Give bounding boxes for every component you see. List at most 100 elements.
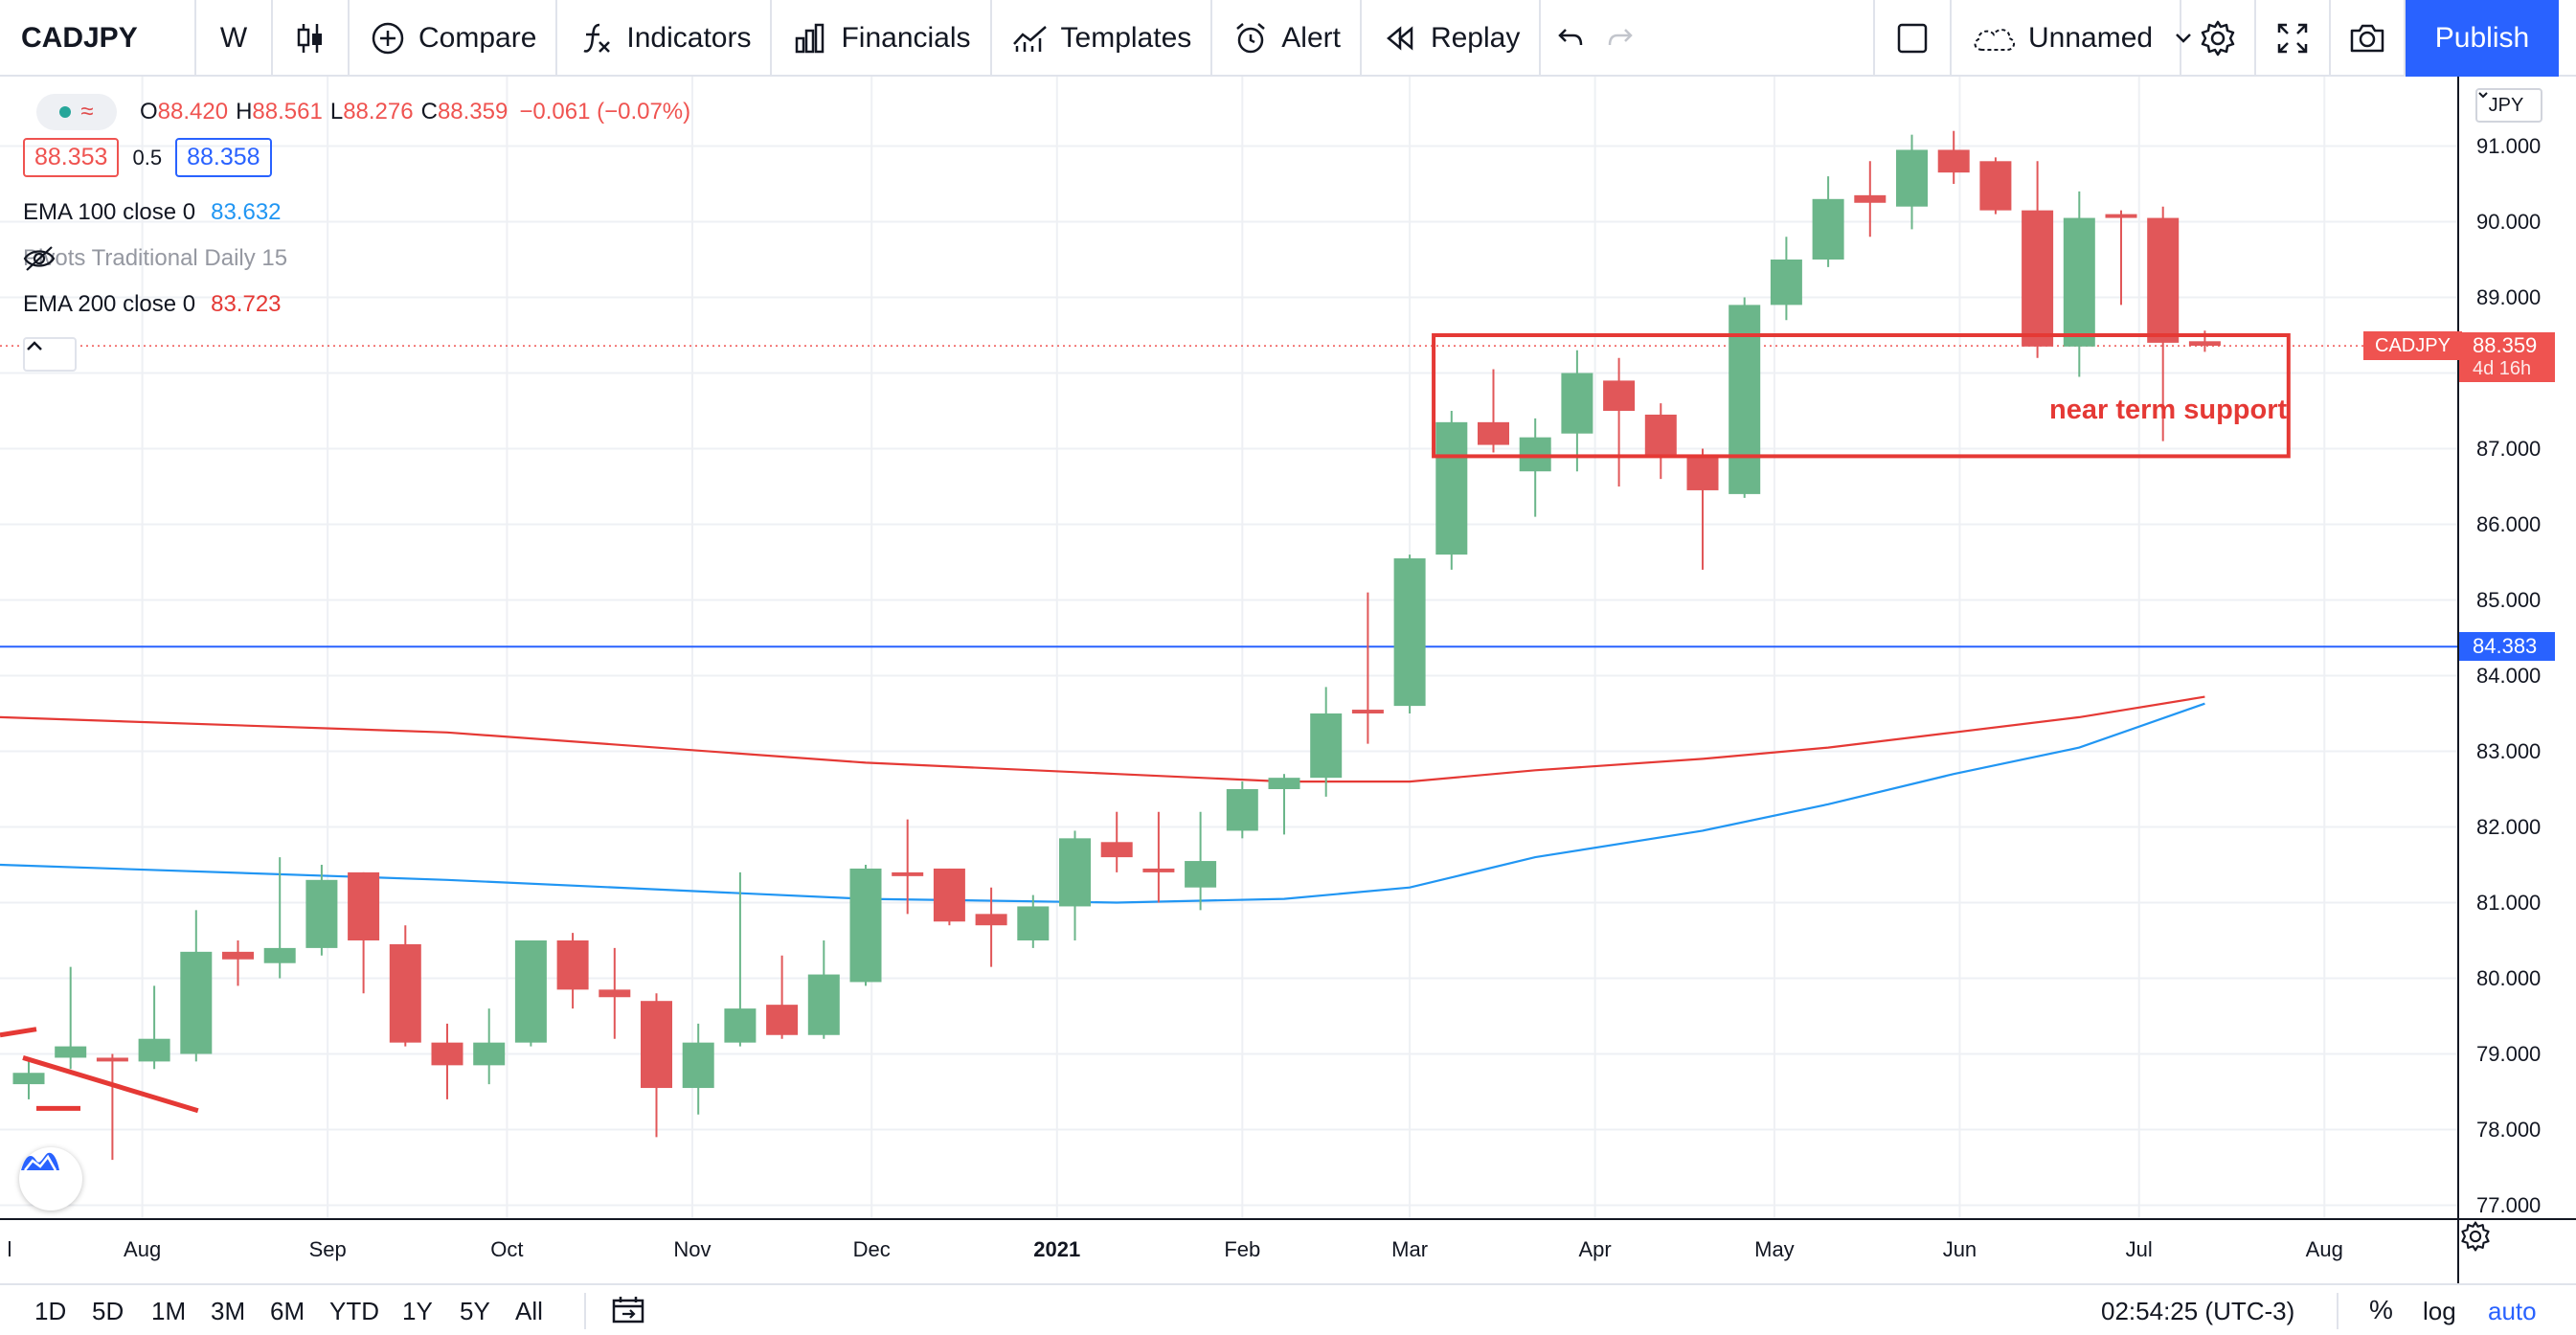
trend-line[interactable]: [0, 1027, 199, 1114]
indicator-ema-200[interactable]: EMA 200 close 0 83.723: [23, 291, 282, 318]
candle[interactable]: [263, 857, 296, 979]
publish-button[interactable]: Publish: [2406, 0, 2559, 77]
candle[interactable]: [2147, 206, 2180, 441]
indicator-ema-100[interactable]: EMA 100 close 0 83.632: [23, 199, 282, 226]
candle[interactable]: [682, 1023, 714, 1115]
alert-button[interactable]: Alert: [1212, 0, 1362, 77]
templates-button[interactable]: Templates: [992, 0, 1213, 77]
range-1m-button[interactable]: 1M: [151, 1297, 187, 1325]
candle[interactable]: [1979, 157, 2012, 215]
date-range-icon[interactable]: [611, 1295, 645, 1330]
financials-button[interactable]: Financials: [772, 0, 992, 77]
candle[interactable]: [180, 910, 213, 1062]
sell-button[interactable]: 88.353: [23, 138, 120, 177]
candle[interactable]: [766, 955, 799, 1039]
candle[interactable]: [222, 940, 254, 986]
candle[interactable]: [55, 966, 87, 1070]
candle[interactable]: [1770, 237, 1802, 321]
candle[interactable]: [2022, 161, 2054, 358]
undo-icon[interactable]: [1556, 24, 1585, 53]
candle[interactable]: [1059, 830, 1091, 940]
candle[interactable]: [1644, 403, 1677, 480]
candle[interactable]: [138, 985, 170, 1070]
series-visibility-pill[interactable]: ≈: [36, 94, 117, 130]
candle[interactable]: [1603, 357, 1636, 486]
candle[interactable]: [1226, 781, 1258, 839]
time-axis[interactable]: l Aug Sep Oct Nov Dec 2021 Feb Mar Apr May Jun Jul Au…: [0, 1218, 2457, 1283]
candle[interactable]: [556, 933, 589, 1009]
annotation-text[interactable]: near term support: [2049, 395, 2288, 425]
candles[interactable]: [12, 130, 2221, 1161]
indicators-button[interactable]: Indicators: [557, 0, 773, 77]
candle[interactable]: [1185, 811, 1217, 911]
candle[interactable]: [12, 1061, 45, 1099]
range-5d-button[interactable]: 5D: [92, 1297, 124, 1325]
log-scale-button[interactable]: log: [2423, 1297, 2456, 1325]
candle[interactable]: [1854, 161, 1887, 238]
interval-button[interactable]: W: [196, 0, 273, 77]
range-ytd-button[interactable]: YTD: [329, 1297, 379, 1325]
candle[interactable]: [1896, 134, 1928, 230]
chart-area[interactable]: ≈ O 88.420 H 88.561 L 88.276 C 88.359 −0.061…: [0, 77, 2576, 1283]
snapshot-button[interactable]: [2331, 0, 2406, 77]
candle[interactable]: [514, 940, 547, 1047]
candle[interactable]: [1519, 418, 1551, 517]
support-box-rect[interactable]: [1432, 333, 2291, 459]
range-5y-button[interactable]: 5Y: [460, 1297, 490, 1325]
range-all-button[interactable]: All: [515, 1297, 543, 1325]
candle[interactable]: [389, 925, 421, 1047]
candle[interactable]: [1100, 811, 1133, 872]
candle[interactable]: [1017, 894, 1050, 948]
settings-button[interactable]: [2181, 0, 2256, 77]
chart-type-button[interactable]: [273, 0, 350, 77]
candle[interactable]: [1142, 811, 1175, 903]
fullscreen-button[interactable]: [2256, 0, 2331, 77]
support-box[interactable]: [1432, 333, 2291, 459]
candle[interactable]: [1561, 350, 1593, 472]
candle[interactable]: [1478, 369, 1509, 453]
range-1d-button[interactable]: 1D: [34, 1297, 67, 1325]
candle[interactable]: [849, 865, 882, 986]
candle[interactable]: [1435, 411, 1468, 570]
candle[interactable]: [1812, 176, 1844, 267]
buy-button[interactable]: 88.358: [175, 138, 272, 177]
candle[interactable]: [1268, 774, 1300, 835]
trend-line-path[interactable]: [22, 1055, 199, 1114]
candle[interactable]: [348, 871, 380, 994]
candle[interactable]: [975, 887, 1007, 967]
candle[interactable]: [431, 1023, 463, 1099]
candle[interactable]: [807, 940, 840, 1039]
layout-name-button[interactable]: Unnamed: [1952, 0, 2191, 77]
candle[interactable]: [2063, 191, 2095, 377]
candle[interactable]: [1729, 297, 1761, 498]
range-6m-button[interactable]: 6M: [270, 1297, 305, 1325]
candle[interactable]: [892, 819, 924, 915]
candle[interactable]: [2105, 210, 2137, 305]
candle[interactable]: [305, 865, 338, 956]
collapse-legend-button[interactable]: [23, 337, 77, 372]
candle[interactable]: [724, 871, 757, 1047]
candle[interactable]: [641, 993, 672, 1138]
price-chart[interactable]: [0, 77, 2576, 1283]
candle[interactable]: [1937, 130, 1970, 184]
percent-scale-button[interactable]: %: [2369, 1295, 2393, 1324]
price-scale[interactable]: 91.00090.00089.00088.00087.00086.00085.0…: [2457, 77, 2576, 1218]
symbol-search-button[interactable]: CADJPY: [0, 0, 196, 77]
compare-button[interactable]: Compare: [350, 0, 558, 77]
auto-scale-button[interactable]: auto: [2488, 1297, 2537, 1325]
candle[interactable]: [933, 868, 965, 926]
candle[interactable]: [1310, 687, 1343, 797]
candle[interactable]: [599, 947, 631, 1039]
candle[interactable]: [473, 1008, 506, 1085]
trend-line-fragment[interactable]: [0, 1027, 37, 1038]
candle[interactable]: [1351, 592, 1384, 744]
indicator-pivots[interactable]: Pivots Traditional Daily 15: [23, 245, 308, 272]
select-layout-button[interactable]: [1875, 0, 1952, 77]
candle[interactable]: [1393, 554, 1426, 713]
redo-icon[interactable]: [1606, 24, 1635, 53]
tradingview-logo[interactable]: [19, 1147, 82, 1211]
replay-button[interactable]: Replay: [1362, 0, 1542, 77]
range-3m-button[interactable]: 3M: [211, 1297, 246, 1325]
candle[interactable]: [1686, 448, 1719, 570]
clock-timezone[interactable]: 02:54:25 (UTC-3): [2101, 1297, 2295, 1325]
